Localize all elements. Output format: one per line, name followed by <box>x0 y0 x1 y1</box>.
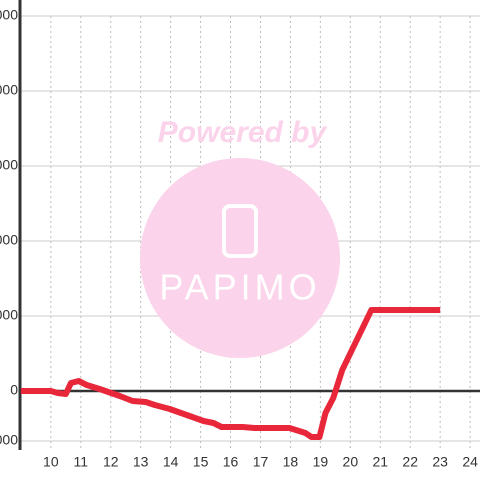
watermark-brand: PAPIMO <box>159 267 320 308</box>
y-tick-label: 0 <box>10 382 18 398</box>
y-tick-label: -20,000 <box>0 432 18 448</box>
x-tick-label: 10 <box>43 454 59 470</box>
x-tick-label: 19 <box>313 454 329 470</box>
x-tick-label: 23 <box>432 454 448 470</box>
x-tick-label: 15 <box>193 454 209 470</box>
x-tick-label: 11 <box>74 454 89 470</box>
data-line <box>20 307 441 440</box>
x-tick-label: 13 <box>133 454 149 470</box>
y-tick-label: 120,000 <box>0 82 18 98</box>
y-tick-label: 150,000 <box>0 7 18 23</box>
y-tick-label: 30,000 <box>0 307 18 323</box>
x-tick-label: 16 <box>223 454 239 470</box>
x-tick-label: 20 <box>343 454 359 470</box>
x-tick-label: 12 <box>103 454 119 470</box>
watermark-text: Powered by <box>158 116 328 149</box>
x-tick-label: 22 <box>402 454 418 470</box>
x-tick-label: 14 <box>163 454 179 470</box>
y-tick-label: 90,000 <box>0 157 18 173</box>
x-tick-label: 18 <box>283 454 299 470</box>
x-tick-label: 17 <box>253 454 269 470</box>
x-tick-label: 21 <box>372 454 388 470</box>
y-tick-label: 60,000 <box>0 232 18 248</box>
watermark-icon <box>222 204 258 258</box>
x-tick-label: 24 <box>462 454 478 470</box>
